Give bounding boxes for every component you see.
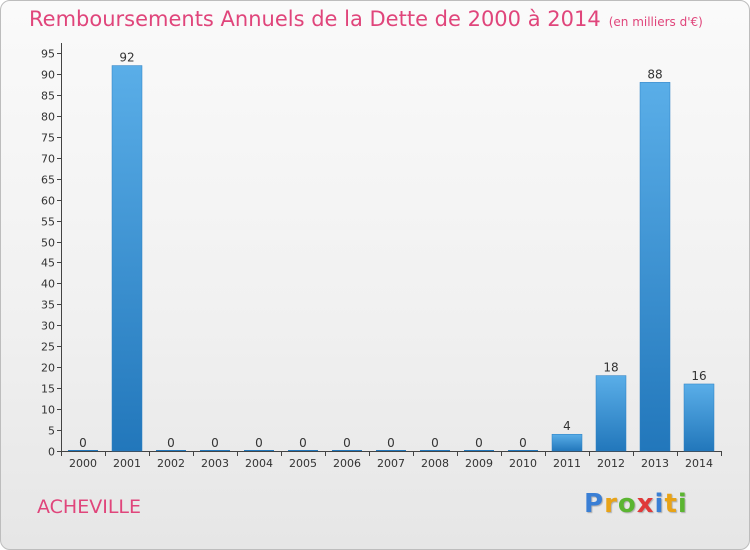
axes: 0510152025303540455055606570758085909520…: [41, 43, 722, 470]
y-tick-label: 30: [41, 320, 55, 333]
bar: [156, 450, 186, 451]
x-tick-label: 2000: [69, 457, 97, 470]
data-label: 4: [563, 419, 571, 433]
y-tick-label: 85: [41, 90, 55, 103]
y-tick-label: 95: [41, 48, 55, 61]
bar: [376, 450, 406, 451]
x-tick-label: 2007: [377, 457, 405, 470]
x-tick-label: 2001: [113, 457, 141, 470]
data-label: 0: [475, 436, 483, 450]
y-tick-label: 40: [41, 278, 55, 291]
bar: [595, 375, 627, 452]
data-label: 0: [211, 436, 219, 450]
data-label: 0: [519, 436, 527, 450]
x-tick-label: 2010: [509, 457, 537, 470]
y-tick-label: 25: [41, 341, 55, 354]
place-name: ACHEVILLE: [37, 496, 141, 518]
bar: [639, 82, 671, 452]
data-label: 0: [343, 436, 351, 450]
y-tick-label: 90: [41, 69, 55, 82]
x-tick-label: 2012: [597, 457, 625, 470]
bar: [244, 450, 274, 451]
bar: [200, 450, 230, 451]
x-tick-label: 2011: [553, 457, 581, 470]
logo-letter: t: [664, 489, 678, 519]
chart-title: Remboursements Annuels de la Dette de 20…: [29, 7, 703, 31]
bars: [68, 65, 715, 452]
bar: [332, 450, 362, 451]
y-tick-label: 0: [48, 446, 55, 459]
data-label: 0: [167, 436, 175, 450]
bar: [288, 450, 318, 451]
chart-title-text: Remboursements Annuels de la Dette de 20…: [29, 7, 601, 31]
data-label: 0: [79, 436, 87, 450]
y-tick-label: 5: [48, 425, 55, 438]
y-tick-label: 70: [41, 153, 55, 166]
chart-subtitle: (en milliers d'€): [608, 15, 703, 29]
data-label: 0: [255, 436, 263, 450]
y-tick-label: 50: [41, 237, 55, 250]
logo-letter: P: [584, 489, 605, 519]
bar: [551, 433, 583, 452]
x-tick-label: 2002: [157, 457, 185, 470]
x-tick-label: 2006: [333, 457, 361, 470]
data-labels: 0 92 0 0 0 0 0 0 0 0 0 4 18 88 16: [79, 51, 706, 450]
x-tick-label: 2005: [289, 457, 317, 470]
logo-letter: i: [654, 489, 665, 519]
y-tick-label: 65: [41, 174, 55, 187]
logo-letter: x: [636, 489, 655, 519]
logo-letter: r: [604, 489, 618, 519]
data-label: 0: [431, 436, 439, 450]
x-tick-label: 2009: [465, 457, 493, 470]
data-label: 0: [387, 436, 395, 450]
y-tick-label: 15: [41, 383, 55, 396]
logo-letter: i: [677, 489, 688, 519]
bar: [68, 450, 98, 451]
data-label: 16: [691, 369, 706, 383]
proxiti-logo: Proxiti: [584, 489, 688, 519]
x-tick-label: 2014: [685, 457, 713, 470]
bar: [111, 65, 143, 452]
data-label: 18: [603, 361, 618, 375]
y-tick-label: 60: [41, 195, 55, 208]
logo-letter: o: [617, 489, 637, 519]
y-tick-label: 75: [41, 132, 55, 145]
data-label: 88: [647, 67, 662, 81]
x-tick-label: 2008: [421, 457, 449, 470]
data-label: 0: [299, 436, 307, 450]
bar: [683, 383, 715, 452]
x-tick-label: 2003: [201, 457, 229, 470]
data-label: 92: [119, 51, 134, 65]
y-tick-label: 10: [41, 404, 55, 417]
y-tick-label: 80: [41, 111, 55, 124]
bar: [464, 450, 494, 451]
y-tick-label: 35: [41, 299, 55, 312]
bar: [420, 450, 450, 451]
x-tick-label: 2013: [641, 457, 669, 470]
y-tick-label: 45: [41, 257, 55, 270]
bar: [508, 450, 538, 451]
y-tick-label: 20: [41, 362, 55, 375]
y-tick-label: 55: [41, 216, 55, 229]
x-tick-label: 2004: [245, 457, 273, 470]
